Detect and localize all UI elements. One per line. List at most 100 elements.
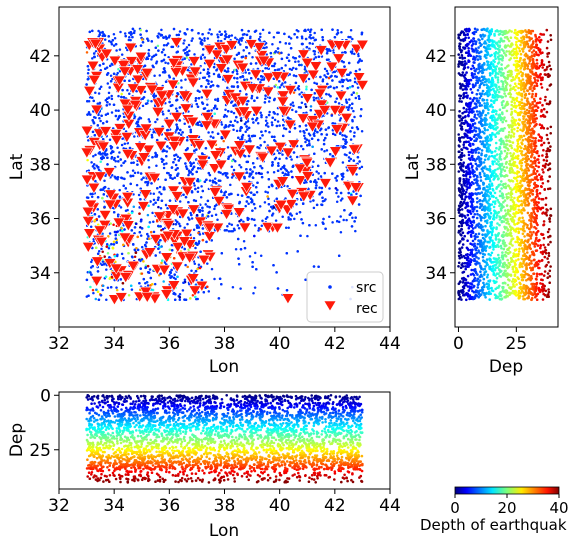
src-point <box>315 82 319 85</box>
src-point <box>288 130 291 134</box>
src-point <box>118 151 121 154</box>
src-point <box>241 74 244 78</box>
src-point <box>333 74 337 78</box>
src-point <box>164 35 168 38</box>
src-point <box>106 82 110 85</box>
src-point <box>201 238 205 242</box>
src-point <box>278 157 281 161</box>
src-point <box>184 165 188 168</box>
src-point <box>123 142 127 146</box>
src-point <box>122 115 126 119</box>
src-point <box>196 166 200 170</box>
src-point <box>308 142 311 145</box>
src-point <box>255 172 258 175</box>
src-point <box>190 168 194 172</box>
src-point <box>314 56 318 59</box>
src-point <box>119 158 122 161</box>
src-point <box>273 62 277 65</box>
src-point <box>127 293 131 297</box>
src-point <box>257 77 260 81</box>
src-point <box>259 111 262 115</box>
src-point <box>192 237 196 240</box>
map-y-ticklabel: 40 <box>29 101 51 121</box>
src-point <box>213 112 216 116</box>
src-point <box>212 107 216 110</box>
src-point <box>157 36 160 39</box>
src-point <box>172 257 176 260</box>
src-point <box>162 48 165 51</box>
src-point <box>237 136 240 140</box>
src-point <box>225 228 228 232</box>
src-point <box>287 59 291 62</box>
src-point <box>120 252 124 256</box>
src-point <box>178 156 182 160</box>
src-point <box>165 162 168 165</box>
src-point <box>98 87 102 91</box>
src-point <box>268 110 271 114</box>
src-point <box>315 96 318 100</box>
src-point <box>349 138 353 141</box>
src-point <box>202 290 206 294</box>
rec-marker <box>160 289 174 301</box>
src-point <box>110 41 113 44</box>
src-point <box>210 267 214 271</box>
src-point <box>87 139 90 142</box>
src-point <box>213 207 216 211</box>
src-point <box>112 150 115 153</box>
src-point <box>290 170 293 173</box>
src-point <box>244 130 247 134</box>
src-point <box>203 56 207 59</box>
src-point <box>158 190 161 194</box>
src-point <box>224 108 227 111</box>
src-point <box>269 51 273 55</box>
src-point <box>327 93 331 96</box>
src-point <box>252 121 255 124</box>
src-point <box>302 130 305 133</box>
src-point <box>323 74 326 77</box>
src-point <box>310 88 313 92</box>
src-point <box>242 49 245 52</box>
src-point <box>280 57 284 61</box>
src-point <box>307 132 311 135</box>
src-point <box>137 193 141 197</box>
src-point <box>201 102 205 105</box>
src-point <box>145 29 148 33</box>
src-point <box>228 222 231 225</box>
src-point <box>102 62 105 65</box>
src-point <box>276 287 280 290</box>
src-point <box>272 64 276 68</box>
src-point <box>99 156 103 160</box>
src-point <box>98 116 101 120</box>
src-point <box>233 119 237 122</box>
src-point <box>298 124 302 128</box>
src-point <box>251 162 255 165</box>
rec-marker <box>139 189 153 201</box>
src-point <box>267 197 270 201</box>
src-point <box>193 53 196 56</box>
src-point <box>176 50 179 53</box>
src-point <box>106 101 109 104</box>
src-point <box>250 94 254 98</box>
src-point <box>346 87 349 90</box>
src-point <box>267 185 271 189</box>
src-point <box>114 160 117 163</box>
rec-marker <box>314 45 328 57</box>
src-point <box>92 291 95 295</box>
src-point <box>103 205 106 209</box>
src-point <box>165 37 168 41</box>
src-point <box>233 68 237 72</box>
src-point <box>92 163 96 166</box>
src-point <box>231 286 235 289</box>
src-point <box>178 106 182 109</box>
src-point <box>232 124 235 127</box>
src-point <box>194 96 198 100</box>
src-point <box>138 231 142 234</box>
map-points <box>80 27 369 306</box>
lat-depth-point <box>549 38 553 42</box>
src-point <box>225 115 228 118</box>
lat-depth-point <box>496 76 500 79</box>
src-point <box>212 65 216 69</box>
src-point <box>144 266 147 270</box>
